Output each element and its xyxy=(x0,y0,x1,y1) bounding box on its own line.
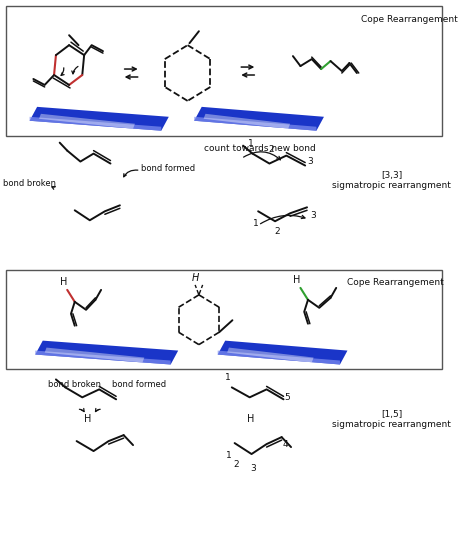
Text: [3,3]
sigmatropic rearrangment: [3,3] sigmatropic rearrangment xyxy=(332,171,451,190)
Text: Cope Rearrangement: Cope Rearrangement xyxy=(347,278,444,287)
Text: count towards new bond: count towards new bond xyxy=(204,144,316,153)
Text: H: H xyxy=(191,273,199,283)
FancyArrowPatch shape xyxy=(125,67,136,71)
FancyArrowPatch shape xyxy=(241,65,253,69)
FancyArrowPatch shape xyxy=(244,152,281,160)
FancyArrowPatch shape xyxy=(52,187,55,189)
Polygon shape xyxy=(218,341,347,365)
Text: 2: 2 xyxy=(234,461,239,470)
FancyArrowPatch shape xyxy=(72,66,78,74)
Polygon shape xyxy=(204,114,290,129)
Polygon shape xyxy=(194,107,324,131)
Text: H: H xyxy=(293,275,301,285)
FancyArrowPatch shape xyxy=(61,68,64,75)
Polygon shape xyxy=(218,351,340,365)
Polygon shape xyxy=(35,341,178,365)
Text: 2: 2 xyxy=(268,145,274,154)
Text: 1: 1 xyxy=(248,139,254,148)
Text: bond formed: bond formed xyxy=(141,164,195,173)
Text: 4: 4 xyxy=(283,440,288,449)
FancyArrowPatch shape xyxy=(243,73,255,77)
Text: 1: 1 xyxy=(225,373,231,382)
Polygon shape xyxy=(35,351,171,365)
Polygon shape xyxy=(194,117,317,131)
FancyArrowPatch shape xyxy=(126,75,138,79)
Text: 5: 5 xyxy=(284,393,290,402)
Text: 3: 3 xyxy=(307,157,313,166)
Text: H: H xyxy=(60,277,67,287)
FancyArrowPatch shape xyxy=(80,408,84,412)
Text: bond broken: bond broken xyxy=(48,380,101,389)
Text: H: H xyxy=(247,414,254,424)
Bar xyxy=(6,6,442,136)
Text: bond broken: bond broken xyxy=(3,179,56,188)
Text: H: H xyxy=(84,414,91,424)
Text: Cope Rearrangement: Cope Rearrangement xyxy=(361,15,457,24)
Text: 3: 3 xyxy=(251,464,256,473)
Text: bond formed: bond formed xyxy=(112,380,166,389)
Polygon shape xyxy=(29,107,169,131)
FancyArrowPatch shape xyxy=(95,408,100,412)
Polygon shape xyxy=(45,348,145,363)
FancyArrowPatch shape xyxy=(261,215,305,224)
Text: 1: 1 xyxy=(226,450,232,459)
Bar xyxy=(6,270,442,370)
FancyArrowPatch shape xyxy=(124,170,138,177)
Polygon shape xyxy=(39,114,135,129)
Polygon shape xyxy=(29,117,161,131)
Text: [1,5]
sigmatropic rearrangment: [1,5] sigmatropic rearrangment xyxy=(332,409,451,429)
Text: 1: 1 xyxy=(254,219,259,228)
Text: 3: 3 xyxy=(310,211,316,220)
Polygon shape xyxy=(227,348,314,363)
Text: 2: 2 xyxy=(274,226,280,236)
